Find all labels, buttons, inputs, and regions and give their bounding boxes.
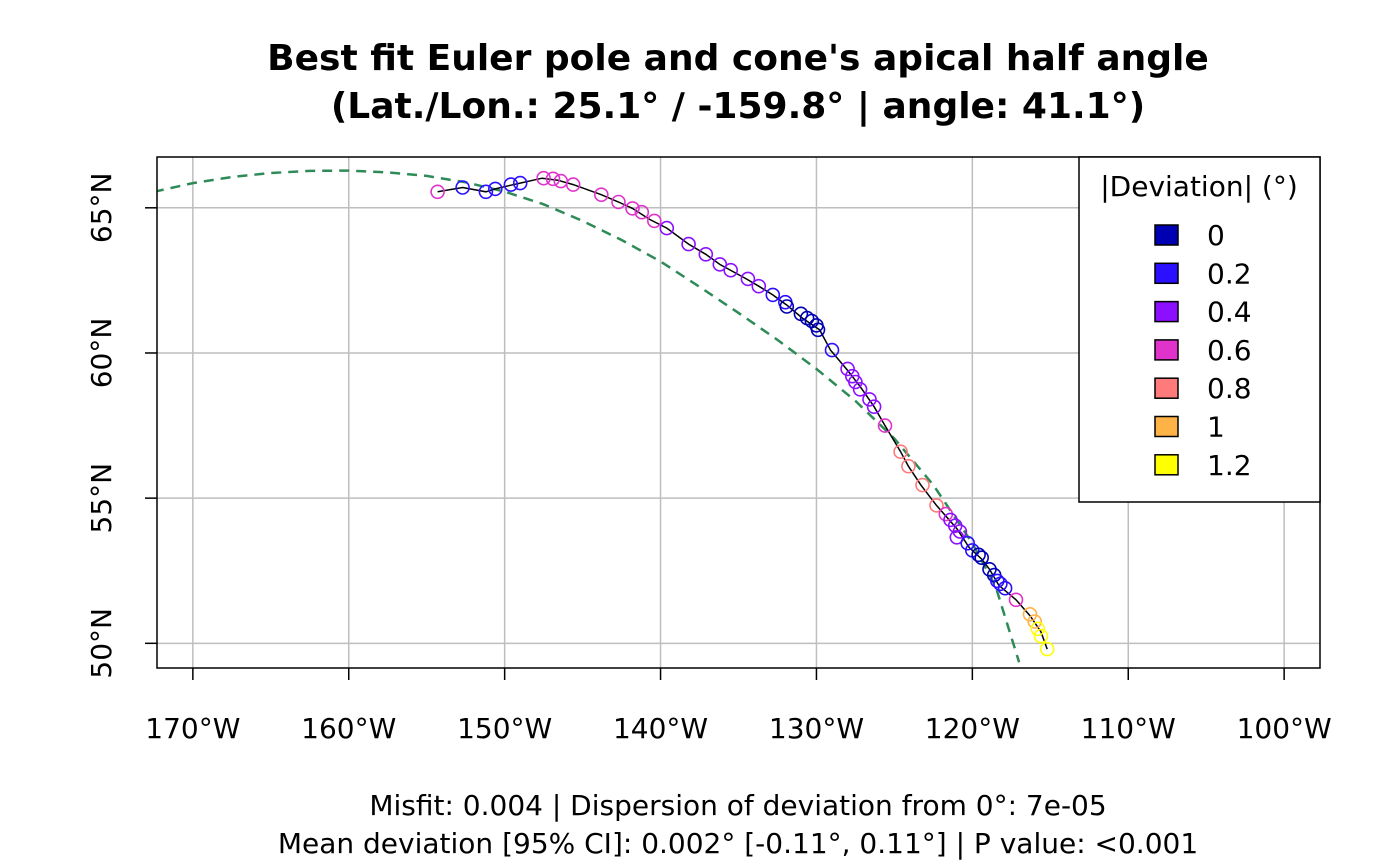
legend-label-3: 0.6	[1207, 334, 1252, 367]
data-point-41	[929, 498, 944, 513]
data-point-40	[915, 477, 930, 493]
data-point-60	[1033, 628, 1049, 644]
data-point-6	[536, 170, 551, 186]
x-tick-label-5: 120°W	[925, 712, 1020, 745]
data-point-19	[723, 262, 739, 278]
y-tick-label-0: 50°N	[85, 608, 118, 679]
data-point-11	[611, 194, 626, 210]
data-point-2	[478, 184, 494, 200]
data-point-12	[625, 201, 640, 216]
legend-label-4: 0.8	[1207, 372, 1252, 405]
data-point-46	[949, 529, 965, 545]
legend-label-5: 1	[1207, 411, 1225, 444]
data-point-47	[960, 535, 976, 551]
legend-label-6: 1.2	[1207, 449, 1252, 482]
data-point-38	[893, 444, 908, 460]
data-points	[430, 170, 1055, 657]
y-axis: 50°N 55°N 60°N 65°N	[85, 173, 157, 679]
data-point-55	[997, 580, 1013, 596]
data-point-33	[848, 374, 863, 390]
legend-title: |Deviation| (°)	[1100, 170, 1298, 203]
data-point-34	[852, 381, 868, 397]
legend-swatch-6	[1154, 454, 1179, 476]
data-point-29	[810, 322, 826, 338]
data-point-24	[779, 299, 795, 314]
data-point-39	[901, 458, 916, 474]
chart-title-line2: (Lat./Lon.: 25.1° / -159.8° | angle: 41.…	[331, 86, 1145, 127]
legend-label-0: 0	[1207, 219, 1225, 252]
data-point-10	[593, 187, 609, 202]
data-point-53	[989, 573, 1005, 589]
data-point-30	[824, 342, 840, 358]
observed-trace-line	[437, 177, 1048, 650]
y-tick-label-1: 55°N	[85, 463, 118, 534]
data-point-54	[993, 576, 1008, 592]
x-tick-label-0: 170°W	[145, 712, 240, 745]
data-point-4	[503, 177, 519, 192]
x-tick-label-1: 160°W	[301, 712, 396, 745]
data-point-49	[971, 547, 986, 563]
legend-swatch-2	[1154, 300, 1179, 323]
data-point-14	[646, 213, 662, 229]
x-tick-label-2: 150°W	[457, 712, 552, 745]
legend-swatch-5	[1154, 415, 1179, 438]
legend-entries: 0 0.2 0.4 0.6 0.8 1 1.2	[1154, 219, 1252, 482]
data-point-15	[659, 220, 675, 236]
legend-label-2: 0.4	[1207, 296, 1252, 329]
plot-area	[157, 169, 1055, 663]
data-point-9	[565, 177, 581, 192]
footer-misfit-text: Misfit: 0.004 | Dispersion of deviation …	[369, 789, 1106, 822]
data-point-13	[634, 204, 650, 220]
legend-swatch-4	[1154, 377, 1179, 399]
chart-title-line1: Best fit Euler pole and cone's apical ha…	[267, 38, 1209, 79]
data-point-50	[974, 550, 990, 566]
data-point-56	[1008, 592, 1024, 608]
data-point-61	[1039, 641, 1055, 657]
legend-swatch-3	[1154, 339, 1179, 361]
data-point-58	[1027, 614, 1042, 629]
data-point-57	[1022, 606, 1038, 622]
data-point-37	[877, 418, 893, 433]
x-tick-label-6: 110°W	[1081, 712, 1176, 745]
legend: |Deviation| (°) 0 0.2 0.4 0.6 0.8 1 1.2	[1078, 156, 1321, 503]
x-tick-label-3: 140°W	[613, 712, 708, 745]
data-point-7	[545, 171, 561, 187]
data-point-16	[681, 236, 696, 252]
data-point-31	[840, 361, 855, 377]
legend-swatch-0	[1154, 224, 1179, 246]
x-tick-label-7: 100°W	[1237, 712, 1332, 745]
legend-swatch-1	[1154, 262, 1179, 285]
x-axis: 170°W 160°W 150°W 140°W 130°W 120°W 110°W 100°W	[145, 668, 1332, 745]
cone-small-circle-line	[157, 169, 1021, 663]
data-point-5	[512, 175, 528, 191]
footer-deviation-text: Mean deviation [95% CI]: 0.002° [-0.11°,…	[278, 827, 1198, 860]
legend-box	[1078, 156, 1321, 503]
legend-label-1: 0.2	[1207, 257, 1252, 290]
y-tick-label-3: 65°N	[85, 173, 118, 244]
data-point-21	[751, 278, 767, 294]
x-tick-label-4: 130°W	[769, 712, 864, 745]
data-point-35	[862, 392, 877, 407]
data-point-1	[455, 180, 470, 195]
data-point-0	[430, 184, 445, 200]
data-point-36	[866, 399, 882, 415]
data-point-3	[487, 181, 503, 197]
data-point-59	[1030, 621, 1046, 637]
y-tick-label-2: 60°N	[85, 318, 118, 389]
data-point-17	[698, 247, 714, 262]
data-point-22	[765, 287, 781, 303]
data-point-20	[740, 271, 756, 287]
